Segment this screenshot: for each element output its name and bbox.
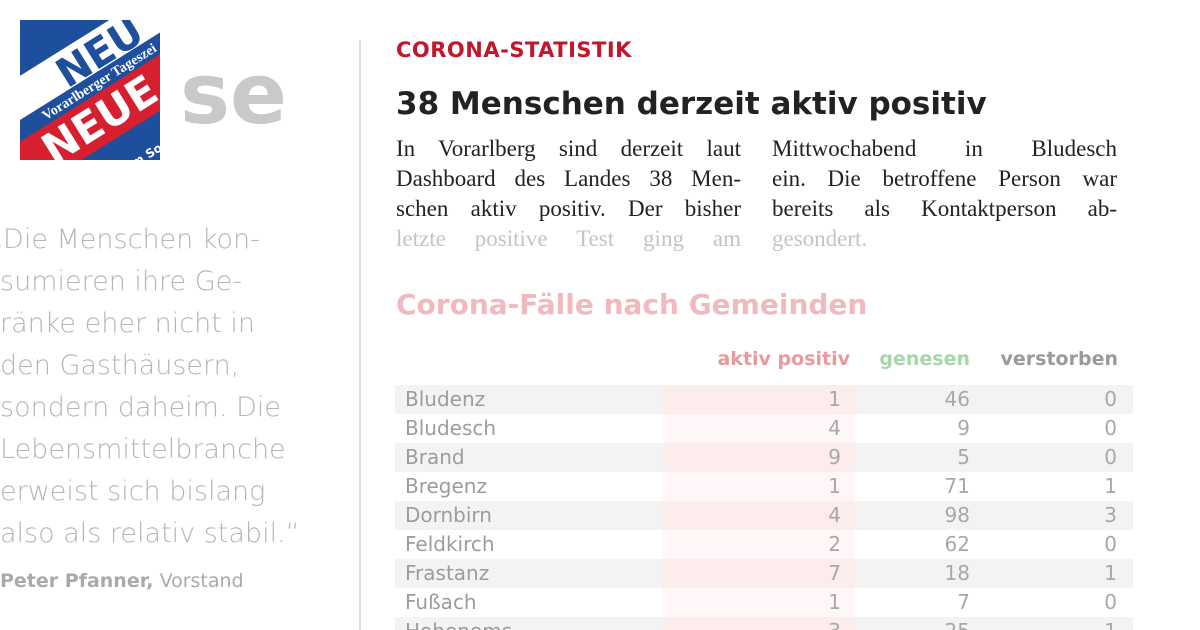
quote-line: sondern daheim. Die <box>0 392 282 423</box>
table-row: Fußach 1 7 0 <box>395 588 1133 617</box>
quote-line: den Gasthäusern, <box>0 350 240 381</box>
table-row: Feldkirch 2 62 0 <box>395 530 1133 559</box>
municipality: Bludenz <box>405 387 486 411</box>
table-row: Bludenz 1 46 0 <box>395 385 1133 414</box>
body-line: bereits als Kontaktperson ab- <box>772 196 1117 221</box>
body-line: ein. Die betroffene Person war <box>772 166 1117 191</box>
active-band <box>663 501 855 530</box>
active-band <box>663 414 855 443</box>
count-cell: 71 <box>944 474 970 498</box>
role: Vorstand <box>159 570 244 592</box>
sidebar-word: se <box>180 45 287 143</box>
active-band <box>663 472 855 501</box>
active-band <box>663 559 855 588</box>
count-cell: 9 <box>828 445 841 469</box>
table-row: Frastanz 7 18 1 <box>395 559 1133 588</box>
count-cell: 1 <box>828 590 841 614</box>
municipality: Hohenems <box>405 617 512 630</box>
table-row: Dornbirn 4 98 3 <box>395 501 1133 530</box>
active-band <box>663 617 855 630</box>
divider <box>359 40 361 630</box>
kicker: CORONA-STATISTIK <box>396 38 632 62</box>
count-cell: 18 <box>944 561 970 585</box>
quote-line: erweist sich bislang <box>0 476 266 507</box>
count-cell: 9 <box>957 416 970 440</box>
municipality: Bludesch <box>405 416 497 440</box>
body-line: Dashboard des Landes 38 Men- <box>396 166 741 191</box>
column-header: verstorben <box>1000 348 1118 370</box>
count-cell: 7 <box>828 561 841 585</box>
count-cell: 1 <box>1104 474 1117 498</box>
body-line: letzte positive Test ging am <box>396 226 741 251</box>
count-cell: 4 <box>828 416 841 440</box>
table-row: Bregenz 1 71 1 <box>395 472 1133 501</box>
municipality: Dornbirn <box>405 503 492 527</box>
municipality: Fußach <box>405 590 477 614</box>
body-line: gesondert. <box>772 226 868 251</box>
count-cell: 2 <box>828 532 841 556</box>
count-cell: 3 <box>663 617 841 630</box>
quote-line: Lebensmittelbranche <box>0 434 286 465</box>
active-band <box>663 443 855 472</box>
municipality: Bregenz <box>405 474 487 498</box>
table-row: Bludesch 4 9 0 <box>395 414 1133 443</box>
sidebar-byline: Peter Pfanner, Vorstand <box>0 570 244 592</box>
logo: NEU Vorarlberger Tageszei NEUE am Sonnta… <box>20 20 160 160</box>
active-band <box>663 530 855 559</box>
count-cell: 4 <box>828 503 841 527</box>
count-cell: 5 <box>957 445 970 469</box>
body-line: In Vorarlberg sind derzeit laut <box>396 136 741 161</box>
author: Peter Pfanner, <box>0 570 154 592</box>
count-cell: 0 <box>1104 590 1117 614</box>
active-band <box>663 588 855 617</box>
column-header: genesen <box>879 348 970 370</box>
count-cell: 3 <box>1104 503 1117 527</box>
count-cell: 0 <box>1104 416 1117 440</box>
count-cell: 1 <box>828 474 841 498</box>
table-row: Hohenems 3 25 1 <box>395 617 1133 630</box>
municipality: Feldkirch <box>405 532 495 556</box>
count-cell: 7 <box>957 590 970 614</box>
count-cell: 0 <box>1104 445 1117 469</box>
count-cell: 62 <box>944 532 970 556</box>
municipality: Frastanz <box>405 561 490 585</box>
quote-line: ränke eher nicht in <box>0 308 255 339</box>
active-band <box>663 385 855 414</box>
count-cell: 98 <box>944 503 970 527</box>
count-cell: 25 <box>855 617 970 630</box>
quote-line: sumieren ihre Ge- <box>0 266 242 297</box>
quote-line: also als relativ stabil.“ <box>0 518 300 549</box>
count-cell: 46 <box>944 387 970 411</box>
municipality: Brand <box>405 445 465 469</box>
body-line: schen aktiv positiv. Der bisher <box>396 196 741 221</box>
column-header: aktiv positiv <box>717 348 850 370</box>
headline: 38 Menschen derzeit aktiv positiv <box>396 86 987 122</box>
table-title: Corona-Fälle nach Gemeinden <box>396 288 868 321</box>
count-cell: 0 <box>1104 387 1117 411</box>
quote-line: „Die Menschen kon- <box>0 224 260 255</box>
body-line: Mittwochabend in Bludesch <box>772 136 1117 161</box>
count-cell: 0 <box>1104 532 1117 556</box>
count-cell: 1 <box>828 387 841 411</box>
count-cell: 1 <box>975 617 1117 630</box>
count-cell: 1 <box>1104 561 1117 585</box>
table-row: Brand 9 5 0 <box>395 443 1133 472</box>
